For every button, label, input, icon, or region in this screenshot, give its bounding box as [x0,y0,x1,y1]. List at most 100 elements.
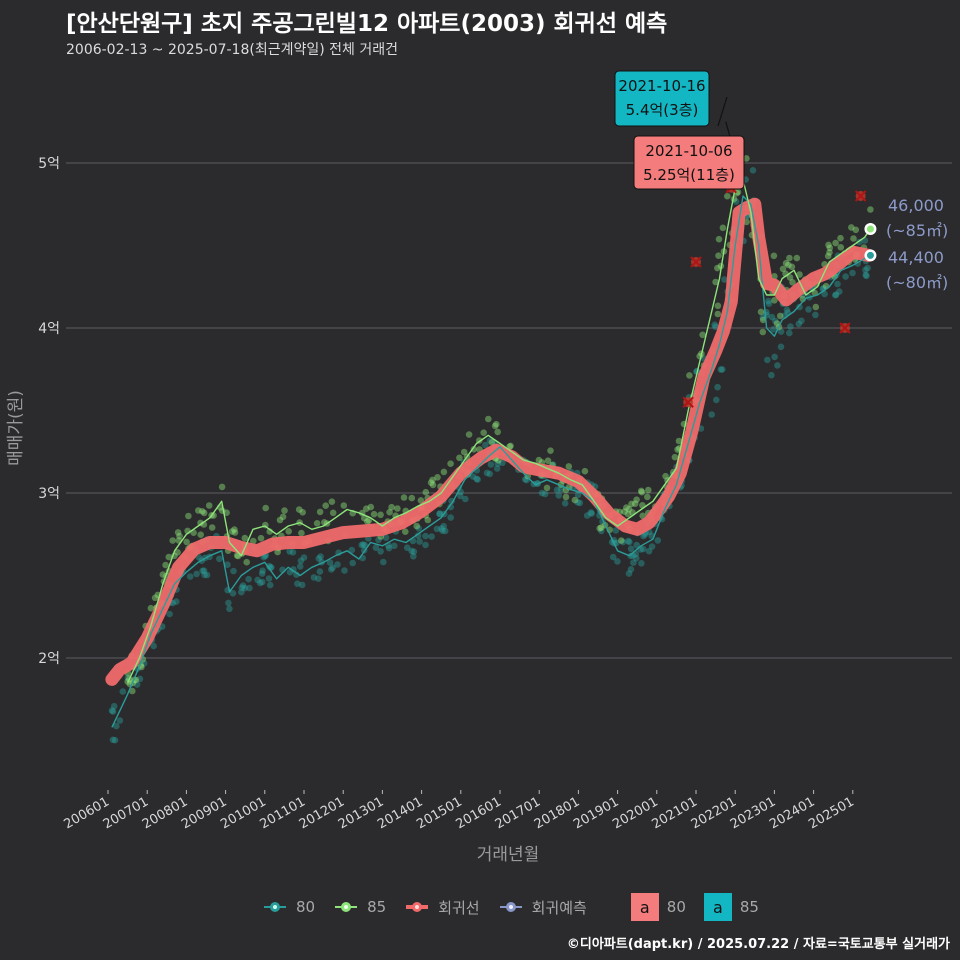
scatter-point-85 [279,513,287,521]
scatter-point-80 [428,533,435,540]
end-label-price-80: 44,400 [888,248,944,267]
legend-key-85-icon [335,902,358,912]
scatter-point-85 [779,265,787,273]
scatter-point-80 [391,542,398,550]
x-axis-title: 거래년월 [477,845,540,865]
scatter-point-80 [588,510,595,517]
scatter-point-85 [743,155,750,162]
scatter-point-80 [254,576,261,584]
scatter-point-85 [250,537,257,545]
end-label-price-85: 46,000 [888,196,944,215]
scatter-point-80 [765,300,773,308]
series-lines-layer [111,178,871,728]
scatter-point-85 [565,463,573,470]
scatter-point-80 [521,476,529,483]
scatter-point-85 [543,484,551,492]
y-tick-label: 5억 [38,156,60,172]
scatter-point-80 [415,525,423,532]
scatter-point-80 [298,581,306,589]
scatter-point-85 [365,517,373,524]
scatter-point-80 [645,547,653,555]
scatter-point-85 [826,244,834,252]
scatter-point-85 [262,504,270,512]
y-axis-title: 매매가(원) [6,390,26,466]
scatter-point-85 [837,244,845,251]
scatter-point-80 [380,558,387,566]
scatter-point-80 [266,562,273,570]
scatter-point-80 [195,554,203,561]
scatter-point-85 [295,506,303,513]
scatter-point-85 [208,524,216,531]
scatter-point-80 [486,437,494,445]
scatter-point-85 [714,310,722,318]
scatter-point-80 [326,559,334,566]
scatter-point-80 [265,575,273,582]
scatter-point-80 [341,567,348,574]
scatter-point-80 [772,317,779,325]
scatter-point-85 [535,456,543,464]
scatter-point-80 [294,580,301,587]
scatter-point-80 [315,555,323,562]
scatter-point-80 [732,198,740,205]
scatter-point-85 [852,226,860,234]
scatter-point-80 [286,568,294,576]
outlier-cross-b [682,396,694,408]
scatter-point-80 [382,534,390,541]
scatter-point-85 [867,206,874,213]
footer-credit: ©디아파트(dapt.kr) / 2025.07.22 / 자료=국토교통부 실… [566,937,950,952]
scatter-point-80 [266,581,274,589]
scatter-point-85 [734,188,742,196]
legend-annot-80-swatch: a [630,893,659,921]
scatter-point-80 [259,567,266,574]
scatter-point-80 [625,570,633,577]
scatter-point-80 [614,558,621,565]
scatter-point-85 [285,528,293,535]
scatter-point-85 [633,496,640,504]
callout-80: 2021-10-06 5.25억(11층) [633,121,745,190]
scatter-point-80 [166,610,173,618]
scatter-point-85 [429,476,436,484]
scatter-point-80 [186,573,194,580]
scatter-point-85 [796,271,803,278]
scatter-point-80 [771,353,778,361]
end-label-area-80: (~80㎡) [886,273,948,292]
scatter-point-85 [789,279,796,286]
scatter-point-80 [553,486,561,494]
scatter-point-85 [329,509,337,517]
scatter-point-85 [174,549,181,556]
legend-key-80-icon [264,902,286,912]
scatter-point-85 [724,192,731,200]
scatter-point-85 [757,308,765,316]
scatter-point-85 [671,453,679,461]
scatter-point-80 [110,702,118,710]
scatter-point-80 [359,541,367,548]
legend-item-regression: 회귀선 [404,894,480,920]
scatter-point-80 [486,470,494,478]
scatter-point-85 [786,254,793,262]
scatter-point-85 [628,500,635,508]
legend-key-forecast-icon [499,902,522,912]
scatter-point-85 [231,526,238,533]
scatter-point-80 [436,510,444,517]
scatter-point-80 [116,717,124,724]
scatter-point-85 [440,468,448,476]
scatter-point-80 [239,582,247,589]
scatter-point-80 [598,527,605,535]
scatter-point-80 [113,722,120,730]
scatter-point-80 [619,538,627,546]
scatter-point-80 [768,371,775,379]
scatter-point-85 [159,571,167,578]
scatter-point-85 [776,312,784,320]
scatter-point-80 [408,547,415,555]
scatter-point-80 [777,343,785,351]
scatter-point-80 [289,549,297,556]
legend-label-forecast: 회귀예측 [531,898,587,917]
scatter-point-80 [574,499,581,506]
callout-date: 2021-10-16 [618,77,705,95]
scatter-point-85 [147,604,155,612]
scatter-point-80 [834,280,841,288]
callout-value: 5.25억(11층) [643,166,735,184]
scatter-point-85 [826,249,833,256]
scatter-point-80 [203,571,211,579]
grid-layer [66,162,952,659]
